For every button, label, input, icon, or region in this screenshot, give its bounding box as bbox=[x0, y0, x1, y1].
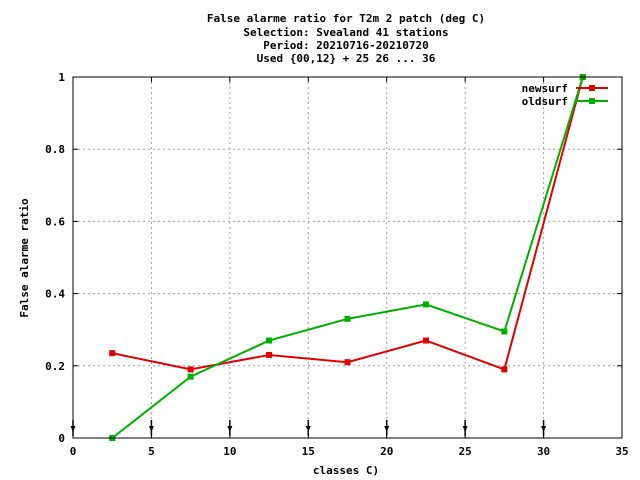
grid bbox=[73, 77, 622, 438]
x-tick-label: 15 bbox=[302, 445, 315, 458]
axis-tick-labels: 0 5 10 15 20 25 30 35 0 0.2 0.4 0.6 0.8 1 bbox=[45, 71, 629, 458]
data-point-oldsurf bbox=[187, 373, 194, 380]
x-tick-label: 20 bbox=[380, 445, 393, 458]
y-tick-label: 0.4 bbox=[45, 288, 65, 301]
data-point-newsurf bbox=[422, 337, 429, 344]
bottom-marker-arrow bbox=[541, 426, 547, 432]
data-point-oldsurf bbox=[344, 315, 351, 322]
data-point-oldsurf bbox=[266, 337, 273, 344]
title-line-1: False alarme ratio for T2m 2 patch (deg … bbox=[207, 12, 485, 25]
data-point-newsurf bbox=[266, 351, 273, 358]
legend-marker-oldsurf bbox=[589, 98, 595, 104]
y-tick-label: 1 bbox=[58, 71, 65, 84]
x-tick-label: 10 bbox=[223, 445, 236, 458]
bottom-markers bbox=[70, 420, 547, 436]
y-tick-label: 0.8 bbox=[45, 143, 65, 156]
y-tick-label: 0.6 bbox=[45, 215, 65, 228]
title-line-2: Selection: Svealand 41 stations bbox=[243, 26, 448, 39]
data-point-oldsurf bbox=[501, 328, 508, 335]
legend-marker-newsurf bbox=[589, 85, 595, 91]
data-point-newsurf bbox=[187, 366, 194, 373]
x-tick-label: 5 bbox=[148, 445, 155, 458]
legend-label-newsurf: newsurf bbox=[522, 82, 568, 95]
data-point-newsurf bbox=[109, 350, 116, 357]
bottom-marker-arrow bbox=[462, 426, 468, 432]
x-tick-label: 25 bbox=[459, 445, 472, 458]
bottom-marker-arrow bbox=[148, 426, 154, 432]
y-tick-label: 0.2 bbox=[45, 360, 65, 373]
x-tick-label: 35 bbox=[615, 445, 628, 458]
x-axis-label: classes C) bbox=[313, 464, 379, 477]
data-point-newsurf bbox=[501, 366, 508, 373]
data-point-oldsurf bbox=[422, 301, 429, 308]
data-point-newsurf bbox=[344, 359, 351, 366]
legend-label-oldsurf: oldsurf bbox=[522, 95, 568, 108]
bottom-marker-arrow bbox=[384, 426, 390, 432]
x-tick-label: 30 bbox=[537, 445, 550, 458]
axis-ticks bbox=[72, 76, 623, 439]
series-group bbox=[109, 74, 586, 441]
y-tick-label: 0 bbox=[58, 432, 65, 445]
series-line-oldsurf bbox=[111, 76, 584, 439]
series-line-newsurf bbox=[112, 76, 584, 371]
x-tick-label: 0 bbox=[70, 445, 77, 458]
title-line-3: Period: 20210716-20210720 bbox=[263, 39, 429, 52]
title-line-4: Used {00,12} + 25 26 ... 36 bbox=[257, 52, 436, 65]
chart-title: False alarme ratio for T2m 2 patch (deg … bbox=[207, 12, 485, 65]
bottom-marker-arrow bbox=[227, 426, 233, 432]
plot-frame bbox=[72, 76, 623, 439]
y-axis-label: False alarme ratio bbox=[18, 198, 31, 318]
bottom-marker-arrow bbox=[305, 426, 311, 432]
